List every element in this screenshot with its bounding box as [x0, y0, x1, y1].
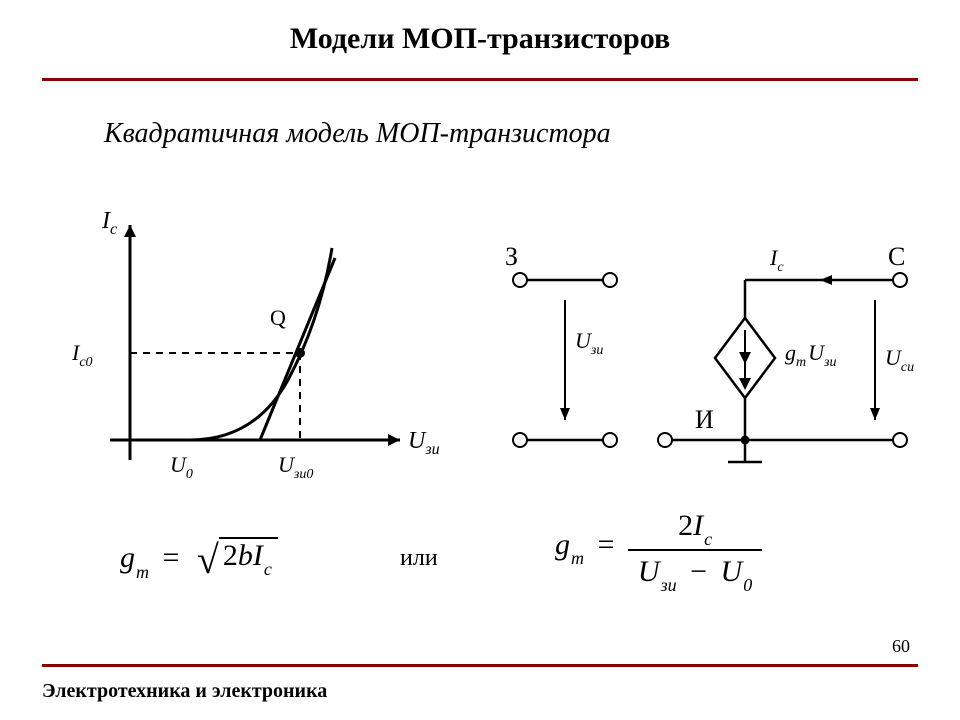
drain-label: С: [888, 242, 905, 271]
uzi-label: Uзи: [575, 328, 603, 358]
gate-top-terminal: [513, 273, 527, 287]
gate-top-open: [603, 273, 617, 287]
gate-label: З: [505, 242, 518, 271]
x-axis-label: Uзи: [408, 428, 440, 458]
equivalent-circuit: З Uзи С: [505, 242, 914, 462]
gate-bot-open: [603, 433, 617, 447]
y-axis-label: Iс: [101, 208, 117, 238]
source-open: [658, 433, 672, 447]
usi-label: Uси: [885, 345, 914, 375]
ic-label: Iс: [769, 245, 784, 275]
diagram-svg: Iс Uзи Q Iс0 U0 Uзи0: [0, 0, 960, 720]
drain-top-terminal: [893, 273, 907, 287]
page-number: 60: [870, 636, 910, 657]
or-text: или: [400, 545, 438, 572]
formula-gm-frac: gm = 2Iс Uзи − U0: [555, 505, 762, 589]
uzi0-label: Uзи0: [278, 452, 313, 482]
u0-label: U0: [170, 452, 193, 482]
q-label: Q: [270, 305, 286, 330]
diagram-layer: Iс Uзи Q Iс0 U0 Uзи0: [0, 0, 960, 720]
formula-gm-sqrt: gm = √ 2bIс: [120, 530, 278, 579]
footer-text: Электротехника и электроника: [42, 680, 327, 703]
bottom-rule: [42, 664, 918, 667]
gate-bot-terminal: [513, 433, 527, 447]
ic0-label: Iс0: [71, 340, 93, 370]
source-label: И: [695, 405, 714, 434]
quadratic-curve: [190, 248, 332, 440]
drain-bot-terminal: [893, 433, 907, 447]
slide-page: Модели МОП-транзисторов Квадратичная мод…: [0, 0, 960, 720]
iv-curve-plot: Iс Uзи Q Iс0 U0 Uзи0: [71, 208, 440, 482]
gm-uzi-label: gmUзи: [785, 340, 836, 370]
